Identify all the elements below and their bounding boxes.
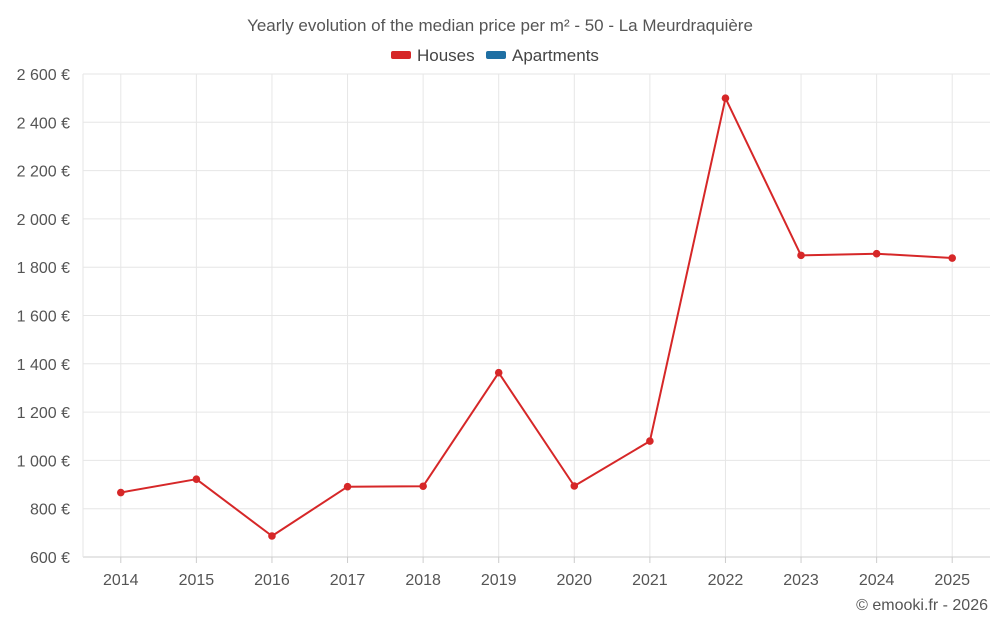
y-tick-label: 1 200 € [17,405,70,422]
y-tick-label: 800 € [30,502,70,519]
data-point-houses-2018[interactable] [419,482,427,491]
y-tick-label: 1 600 € [17,309,70,326]
legend: Houses Apartments [391,46,599,65]
data-point-houses-2014[interactable] [116,488,125,497]
y-axis-ticks: 600 € 800 € 1 000 € 1 200 € 1 400 € 1 600 € 1 … [17,67,70,567]
series-group [116,94,957,540]
data-point-houses-2016[interactable] [268,532,276,540]
x-tick-label: 2018 [405,572,441,589]
y-tick-label: 1 400 € [17,357,70,374]
y-tick-label: 1 800 € [17,260,70,277]
credit-text: © emooki.fr - 2026 [856,597,988,614]
series-line-houses [120,97,953,537]
chart-title: Yearly evolution of the median price per… [247,16,753,35]
y-tick-label: 1 000 € [17,453,70,470]
x-tick-label: 2025 [934,572,970,589]
data-point-houses-2023[interactable] [797,251,805,260]
y-tick-label: 2 600 € [17,67,70,84]
data-point-houses-2025[interactable] [948,254,957,262]
legend-label-houses: Houses [417,46,475,65]
x-tick-label: 2023 [783,572,819,589]
grid-vertical [120,74,953,563]
y-tick-label: 2 000 € [17,212,70,229]
x-tick-label: 2015 [179,572,215,589]
x-tick-label: 2017 [330,572,366,589]
legend-swatch-apartments [486,51,506,59]
x-tick-label: 2019 [481,572,517,589]
data-point-houses-2024[interactable] [872,249,881,258]
x-tick-label: 2016 [254,572,290,589]
x-axis-ticks: 2014 2015 2016 2017 2018 2019 2020 2021 2022 2023… [103,572,970,589]
x-tick-label: 2022 [708,572,744,589]
data-point-houses-2022[interactable] [721,94,730,102]
legend-item-apartments[interactable]: Apartments [486,46,599,65]
x-tick-label: 2021 [632,572,668,589]
y-tick-label: 2 400 € [17,115,70,132]
y-tick-label: 2 200 € [17,164,70,181]
grid-horizontal [83,73,990,558]
data-point-houses-2017[interactable] [343,482,352,491]
legend-swatch-houses [391,51,411,59]
axes [82,74,990,558]
data-point-houses-2019[interactable] [494,368,503,377]
data-point-houses-2021[interactable] [646,437,654,445]
legend-item-houses[interactable]: Houses [391,46,475,65]
data-point-houses-2020[interactable] [570,482,579,490]
x-tick-label: 2020 [556,572,592,589]
legend-label-apartments: Apartments [512,46,599,65]
x-tick-label: 2024 [859,572,895,589]
data-point-houses-2015[interactable] [192,475,201,484]
x-tick-label: 2014 [103,572,139,589]
y-tick-label: 600 € [30,550,70,567]
